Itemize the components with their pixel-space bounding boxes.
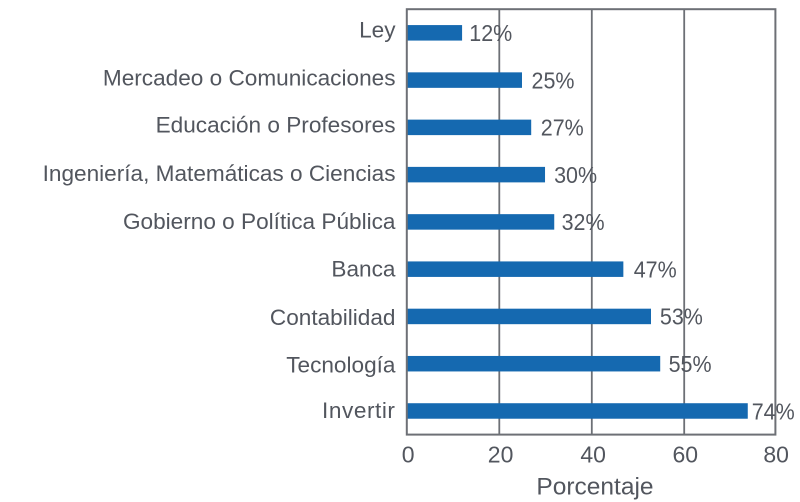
svg-text:74%: 74% <box>752 398 795 424</box>
svg-text:53%: 53% <box>660 304 703 330</box>
svg-text:60: 60 <box>673 442 699 468</box>
svg-text:Porcentaje: Porcentaje <box>536 474 653 501</box>
svg-text:20: 20 <box>488 442 514 468</box>
svg-text:Gobierno o Política Pública: Gobierno o Política Pública <box>123 209 396 234</box>
svg-text:32%: 32% <box>562 209 605 235</box>
svg-text:40: 40 <box>580 442 606 468</box>
svg-text:Ingeniería, Matemáticas o Cien: Ingeniería, Matemáticas o Ciencias <box>43 161 396 186</box>
svg-text:Educación o Profesores: Educación o Profesores <box>156 112 396 137</box>
svg-text:27%: 27% <box>541 115 584 141</box>
svg-text:0: 0 <box>402 442 415 468</box>
svg-text:47%: 47% <box>634 257 677 283</box>
svg-text:30%: 30% <box>554 162 597 188</box>
svg-text:Invertir: Invertir <box>322 398 395 423</box>
svg-text:Contabilidad: Contabilidad <box>270 305 396 330</box>
svg-text:Banca: Banca <box>331 257 395 282</box>
svg-text:12%: 12% <box>469 20 512 46</box>
svg-text:Ley: Ley <box>359 18 396 43</box>
svg-text:80: 80 <box>763 442 789 468</box>
svg-text:Mercadeo o Comunicaciones: Mercadeo o Comunicaciones <box>103 65 396 90</box>
svg-text:55%: 55% <box>669 351 712 377</box>
svg-text:25%: 25% <box>532 67 575 93</box>
svg-text:Tecnología: Tecnología <box>286 353 396 378</box>
